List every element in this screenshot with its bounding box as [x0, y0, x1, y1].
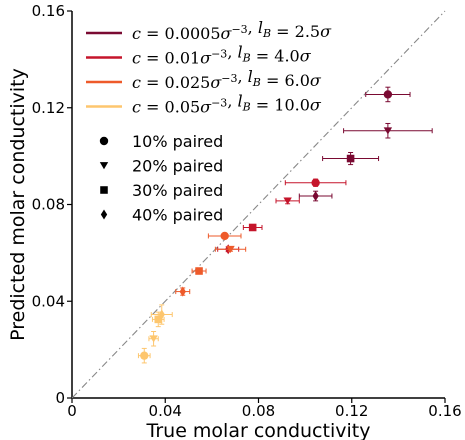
y-axis-label: Predicted molar conductivity	[7, 68, 29, 341]
legend-label-part: = 6.0	[261, 71, 310, 90]
point-marker	[383, 90, 393, 99]
legend-label-part: = 4.0	[251, 47, 300, 66]
legend-label-part: ,	[248, 18, 258, 37]
legend-label-part: σ	[300, 47, 312, 66]
point-marker	[226, 245, 235, 254]
data-point	[322, 151, 380, 166]
data-point	[275, 197, 300, 205]
legend-marker	[100, 186, 108, 194]
legend-label-part: = 0.05	[141, 98, 200, 117]
legend-label-part: σ	[200, 98, 212, 117]
legend-label-part: ,	[227, 43, 237, 62]
reference-line-group	[71, 10, 446, 399]
legend-label-part: σ	[221, 24, 233, 43]
legend-label-part: −3	[211, 97, 227, 110]
x-tick-label: 0	[67, 402, 77, 420]
legend-marker	[100, 209, 108, 220]
legend-marker-label: 10% paired	[132, 132, 223, 151]
y-tick-label: 0.16	[32, 2, 65, 20]
data-point	[242, 223, 263, 232]
point-marker	[248, 223, 257, 232]
y-tick-label: 0.08	[32, 196, 65, 214]
legend-label-part: = 0.01	[141, 49, 200, 68]
legend-label-part: σ	[210, 73, 222, 92]
point-marker	[149, 335, 158, 343]
point-marker	[220, 231, 229, 241]
x-axis-label: True molar conductivity	[146, 420, 371, 440]
legend-label-part: = 2.5	[271, 22, 320, 41]
legend-line-label: c = 0.0005σ−3, lB = 2.5σ	[132, 18, 332, 43]
legend-marker-label: 30% paired	[132, 181, 223, 200]
data-point	[191, 267, 207, 275]
legend-label-part: = 0.0005	[141, 24, 221, 43]
data-point	[175, 286, 191, 297]
point-marker	[383, 127, 393, 135]
x-tick-label: 0.04	[149, 402, 182, 420]
data-point	[365, 86, 411, 103]
y-tick-label: 0	[55, 389, 65, 407]
data-point	[343, 122, 433, 139]
legend: c = 0.0005σ−3, lB = 2.5σc = 0.01σ−3, lB …	[86, 18, 332, 225]
legend-label-part: σ	[310, 71, 322, 90]
x-tick-label: 0.16	[428, 402, 461, 420]
legend-label-part: l	[258, 18, 263, 37]
legend-label-part: B	[242, 101, 251, 114]
point-marker	[311, 178, 320, 187]
x-tick-label: 0.12	[335, 402, 368, 420]
legend-label-part: B	[252, 76, 261, 89]
legend-label-part: −3	[211, 48, 227, 61]
data-point	[207, 231, 242, 241]
legend-label-part: l	[237, 43, 242, 62]
legend-marker-label: 20% paired	[132, 157, 223, 176]
legend-label-part: σ	[320, 22, 332, 41]
legend-label-part: l	[248, 67, 253, 86]
point-marker	[158, 309, 165, 320]
reference-line	[71, 10, 446, 399]
data-point	[214, 245, 247, 254]
legend-line-label: c = 0.01σ−3, lB = 4.0σ	[132, 43, 312, 68]
data-points	[137, 86, 433, 364]
axes: 0 0.04 0.08 0.12 0.16 0 0.04 0.08 0.12 0.16	[32, 2, 462, 420]
legend-label-part: l	[237, 92, 242, 111]
point-marker	[140, 351, 149, 360]
legend-label-part: c	[132, 73, 141, 92]
data-point	[298, 190, 333, 202]
data-point	[137, 347, 151, 364]
legend-label-part: = 0.025	[141, 73, 210, 92]
legend-label-part: σ	[310, 96, 322, 115]
legend-marker	[99, 162, 109, 170]
legend-marker-label: 40% paired	[132, 206, 223, 225]
y-tick-label: 0.12	[32, 99, 65, 117]
y-tick-label: 0.04	[32, 292, 65, 310]
legend-label-part: σ	[200, 49, 212, 68]
point-marker	[154, 315, 163, 324]
legend-label-part: = 10.0	[251, 96, 310, 115]
point-marker	[283, 197, 292, 205]
point-marker	[346, 154, 355, 163]
legend-marker	[99, 136, 109, 146]
legend-label-part: c	[132, 49, 141, 68]
legend-label-part: c	[132, 24, 141, 43]
legend-label-part: ,	[238, 67, 248, 86]
legend-label-part: B	[242, 52, 251, 65]
legend-label-part: −3	[231, 23, 247, 36]
data-point	[150, 304, 173, 325]
legend-line-label: c = 0.05σ−3, lB = 10.0σ	[132, 92, 322, 117]
legend-label-part: c	[132, 98, 141, 117]
point-marker	[312, 190, 319, 202]
legend-label-part: B	[262, 27, 271, 40]
legend-label-part: ,	[227, 92, 237, 111]
point-marker	[179, 286, 186, 297]
point-marker	[195, 267, 203, 275]
legend-line-label: c = 0.025σ−3, lB = 6.0σ	[132, 67, 322, 92]
x-tick-label: 0.08	[242, 402, 275, 420]
legend-label-part: −3	[221, 72, 237, 85]
data-point	[284, 178, 347, 187]
data-point	[148, 330, 159, 347]
